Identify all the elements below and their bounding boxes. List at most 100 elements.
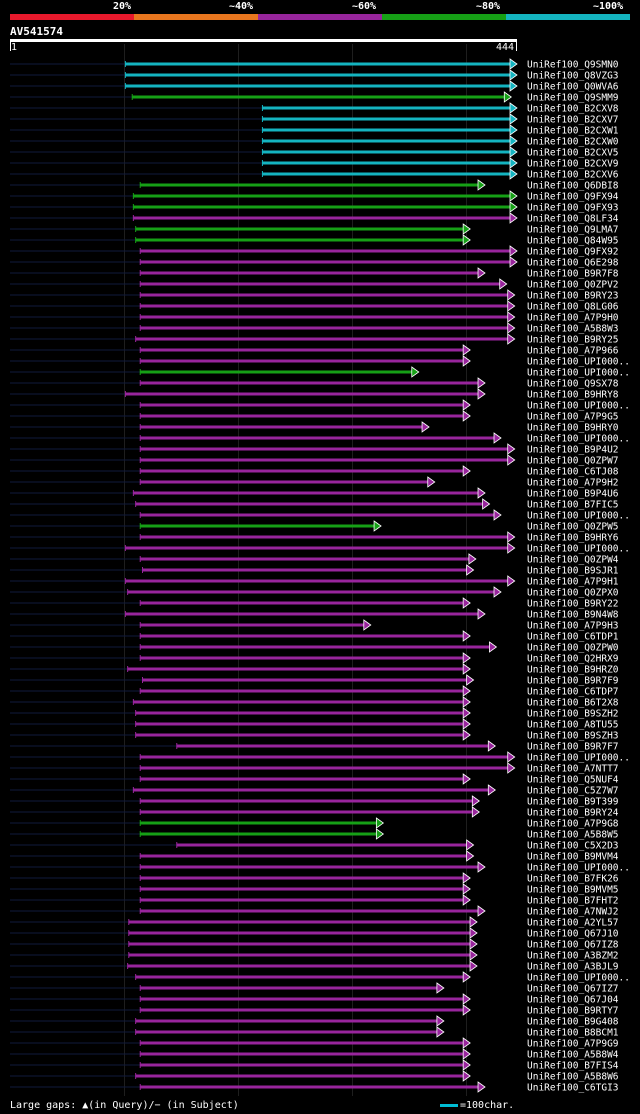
hit-label[interactable]: UniRef100_UPI000.. xyxy=(527,511,630,522)
hit-bar[interactable] xyxy=(262,117,511,121)
hit-label[interactable]: UniRef100_A8TU55 xyxy=(527,720,619,731)
hit-bar[interactable] xyxy=(140,458,509,462)
hit-label[interactable]: UniRef100_C6TDP7 xyxy=(527,687,619,698)
hit-bar[interactable] xyxy=(133,491,480,495)
hit-row[interactable]: UniRef100_B9R7F9 xyxy=(10,674,619,687)
hit-bar[interactable] xyxy=(132,95,506,99)
hit-label[interactable]: UniRef100_Q9FX94 xyxy=(527,192,619,203)
hit-row[interactable]: UniRef100_Q9SX78 xyxy=(10,377,619,390)
hit-label[interactable]: UniRef100_Q5NUF4 xyxy=(527,775,619,786)
hit-bar[interactable] xyxy=(128,931,472,935)
hit-label[interactable]: UniRef100_B2CXW0 xyxy=(527,137,619,148)
hit-row[interactable]: UniRef100_A2YL57 xyxy=(10,916,619,929)
hit-row[interactable]: UniRef100_B9HRY6 xyxy=(10,531,619,544)
hit-label[interactable]: UniRef100_Q8LF34 xyxy=(527,214,619,225)
hit-bar[interactable] xyxy=(262,161,511,165)
hit-label[interactable]: UniRef100_Q67J10 xyxy=(527,929,619,940)
hit-label[interactable]: UniRef100_B6T2X8 xyxy=(527,698,619,709)
hit-row[interactable]: UniRef100_B6T2X8 xyxy=(10,696,619,709)
hit-label[interactable]: UniRef100_B9HRY0 xyxy=(527,423,619,434)
hit-bar[interactable] xyxy=(135,337,509,341)
hit-label[interactable]: UniRef100_Q9FX92 xyxy=(527,247,619,258)
hit-bar[interactable] xyxy=(140,513,496,517)
hit-bar[interactable] xyxy=(140,799,474,803)
hit-bar[interactable] xyxy=(125,546,509,550)
hit-label[interactable]: UniRef100_Q9SMN0 xyxy=(527,60,619,71)
hit-bar[interactable] xyxy=(135,1074,465,1078)
hit-bar[interactable] xyxy=(262,139,511,143)
hit-row[interactable]: UniRef100_A7NWJ2 xyxy=(10,905,619,918)
hit-row[interactable]: UniRef100_C6TGI3 xyxy=(10,1081,619,1094)
hit-bar[interactable] xyxy=(140,634,465,638)
hit-bar[interactable] xyxy=(140,821,378,825)
hit-bar[interactable] xyxy=(140,1041,465,1045)
hit-label[interactable]: UniRef100_B2CXW1 xyxy=(527,126,619,137)
hit-row[interactable]: UniRef100_Q9SMN0 xyxy=(10,58,619,71)
hit-bar[interactable] xyxy=(262,106,511,110)
hit-label[interactable]: UniRef100_Q67J04 xyxy=(527,995,619,1006)
hit-row[interactable]: UniRef100_A5B8W5 xyxy=(10,828,619,841)
hit-label[interactable]: UniRef100_B9RY24 xyxy=(527,808,619,819)
hit-row[interactable]: UniRef100_Q0ZPW7 xyxy=(10,454,619,467)
hit-row[interactable]: UniRef100_Q9FX93 xyxy=(10,201,619,214)
hit-bar[interactable] xyxy=(140,689,465,693)
hit-bar[interactable] xyxy=(140,370,413,374)
hit-bar[interactable] xyxy=(135,1019,438,1023)
hit-bar[interactable] xyxy=(140,1085,480,1089)
hit-bar[interactable] xyxy=(133,788,490,792)
hit-label[interactable]: UniRef100_B9MVM5 xyxy=(527,885,619,896)
hit-label[interactable]: UniRef100_C5Z7W7 xyxy=(527,786,619,797)
hit-bar[interactable] xyxy=(140,260,511,264)
hit-row[interactable]: UniRef100_B7FIS4 xyxy=(10,1059,619,1072)
hit-row[interactable]: UniRef100_C6TDP7 xyxy=(10,685,619,698)
hit-row[interactable]: UniRef100_C5Z7W7 xyxy=(10,784,619,797)
hit-bar[interactable] xyxy=(125,73,511,77)
hit-row[interactable]: UniRef100_Q0WVA6 xyxy=(10,80,619,93)
hit-row[interactable]: UniRef100_A5B8W3 xyxy=(10,322,619,335)
hit-row[interactable]: UniRef100_C6TJ08 xyxy=(10,465,619,478)
hit-bar[interactable] xyxy=(140,909,480,913)
hit-bar[interactable] xyxy=(140,403,465,407)
hit-bar[interactable] xyxy=(140,1063,465,1067)
hit-row[interactable]: UniRef100_Q84W95 xyxy=(10,234,619,247)
hit-bar[interactable] xyxy=(135,238,465,242)
hit-bar[interactable] xyxy=(140,810,474,814)
hit-label[interactable]: UniRef100_UPI000.. xyxy=(527,401,630,412)
hit-bar[interactable] xyxy=(176,843,468,847)
hit-label[interactable]: UniRef100_C6TDP1 xyxy=(527,632,619,643)
hit-row[interactable]: UniRef100_UPI000.. xyxy=(10,861,630,874)
hit-row[interactable]: UniRef100_B9RY22 xyxy=(10,597,619,610)
hit-label[interactable]: UniRef100_B9SJR1 xyxy=(527,566,619,577)
hit-bar[interactable] xyxy=(142,678,468,682)
hit-bar[interactable] xyxy=(262,172,511,176)
hit-row[interactable]: UniRef100_B9R7F8 xyxy=(10,267,619,280)
hit-label[interactable]: UniRef100_B9HRY6 xyxy=(527,533,619,544)
hit-row[interactable]: UniRef100_Q9FX94 xyxy=(10,190,619,203)
hit-bar[interactable] xyxy=(140,854,468,858)
hit-label[interactable]: UniRef100_A7NTT7 xyxy=(527,764,619,775)
hit-bar[interactable] xyxy=(140,447,509,451)
hit-bar[interactable] xyxy=(140,271,480,275)
hit-row[interactable]: UniRef100_UPI000.. xyxy=(10,509,630,522)
hit-bar[interactable] xyxy=(140,1052,465,1056)
hit-row[interactable]: UniRef100_B9N4W8 xyxy=(10,608,619,621)
hit-label[interactable]: UniRef100_UPI000.. xyxy=(527,753,630,764)
hit-label[interactable]: UniRef100_B9R7F8 xyxy=(527,269,619,280)
hit-row[interactable]: UniRef100_Q0ZPW0 xyxy=(10,641,619,654)
hit-bar[interactable] xyxy=(140,766,509,770)
hit-row[interactable]: UniRef100_A7P9G9 xyxy=(10,1037,619,1050)
hit-bar[interactable] xyxy=(140,480,429,484)
hit-row[interactable]: UniRef100_Q8VZG3 xyxy=(10,69,619,82)
hit-bar[interactable] xyxy=(127,964,472,968)
hit-label[interactable]: UniRef100_UPI000.. xyxy=(527,544,630,555)
hit-label[interactable]: UniRef100_Q6E298 xyxy=(527,258,619,269)
hit-row[interactable]: UniRef100_A7P9G8 xyxy=(10,817,619,830)
hit-bar[interactable] xyxy=(262,150,511,154)
hit-label[interactable]: UniRef100_Q2HRX9 xyxy=(527,654,619,665)
hit-label[interactable]: UniRef100_Q8VZG3 xyxy=(527,71,619,82)
hit-row[interactable]: UniRef100_A7P966 xyxy=(10,344,619,357)
hit-bar[interactable] xyxy=(140,601,465,605)
hit-label[interactable]: UniRef100_Q67IZ8 xyxy=(527,940,619,951)
hit-bar[interactable] xyxy=(135,975,465,979)
hit-row[interactable]: UniRef100_B9SJR1 xyxy=(10,564,619,577)
